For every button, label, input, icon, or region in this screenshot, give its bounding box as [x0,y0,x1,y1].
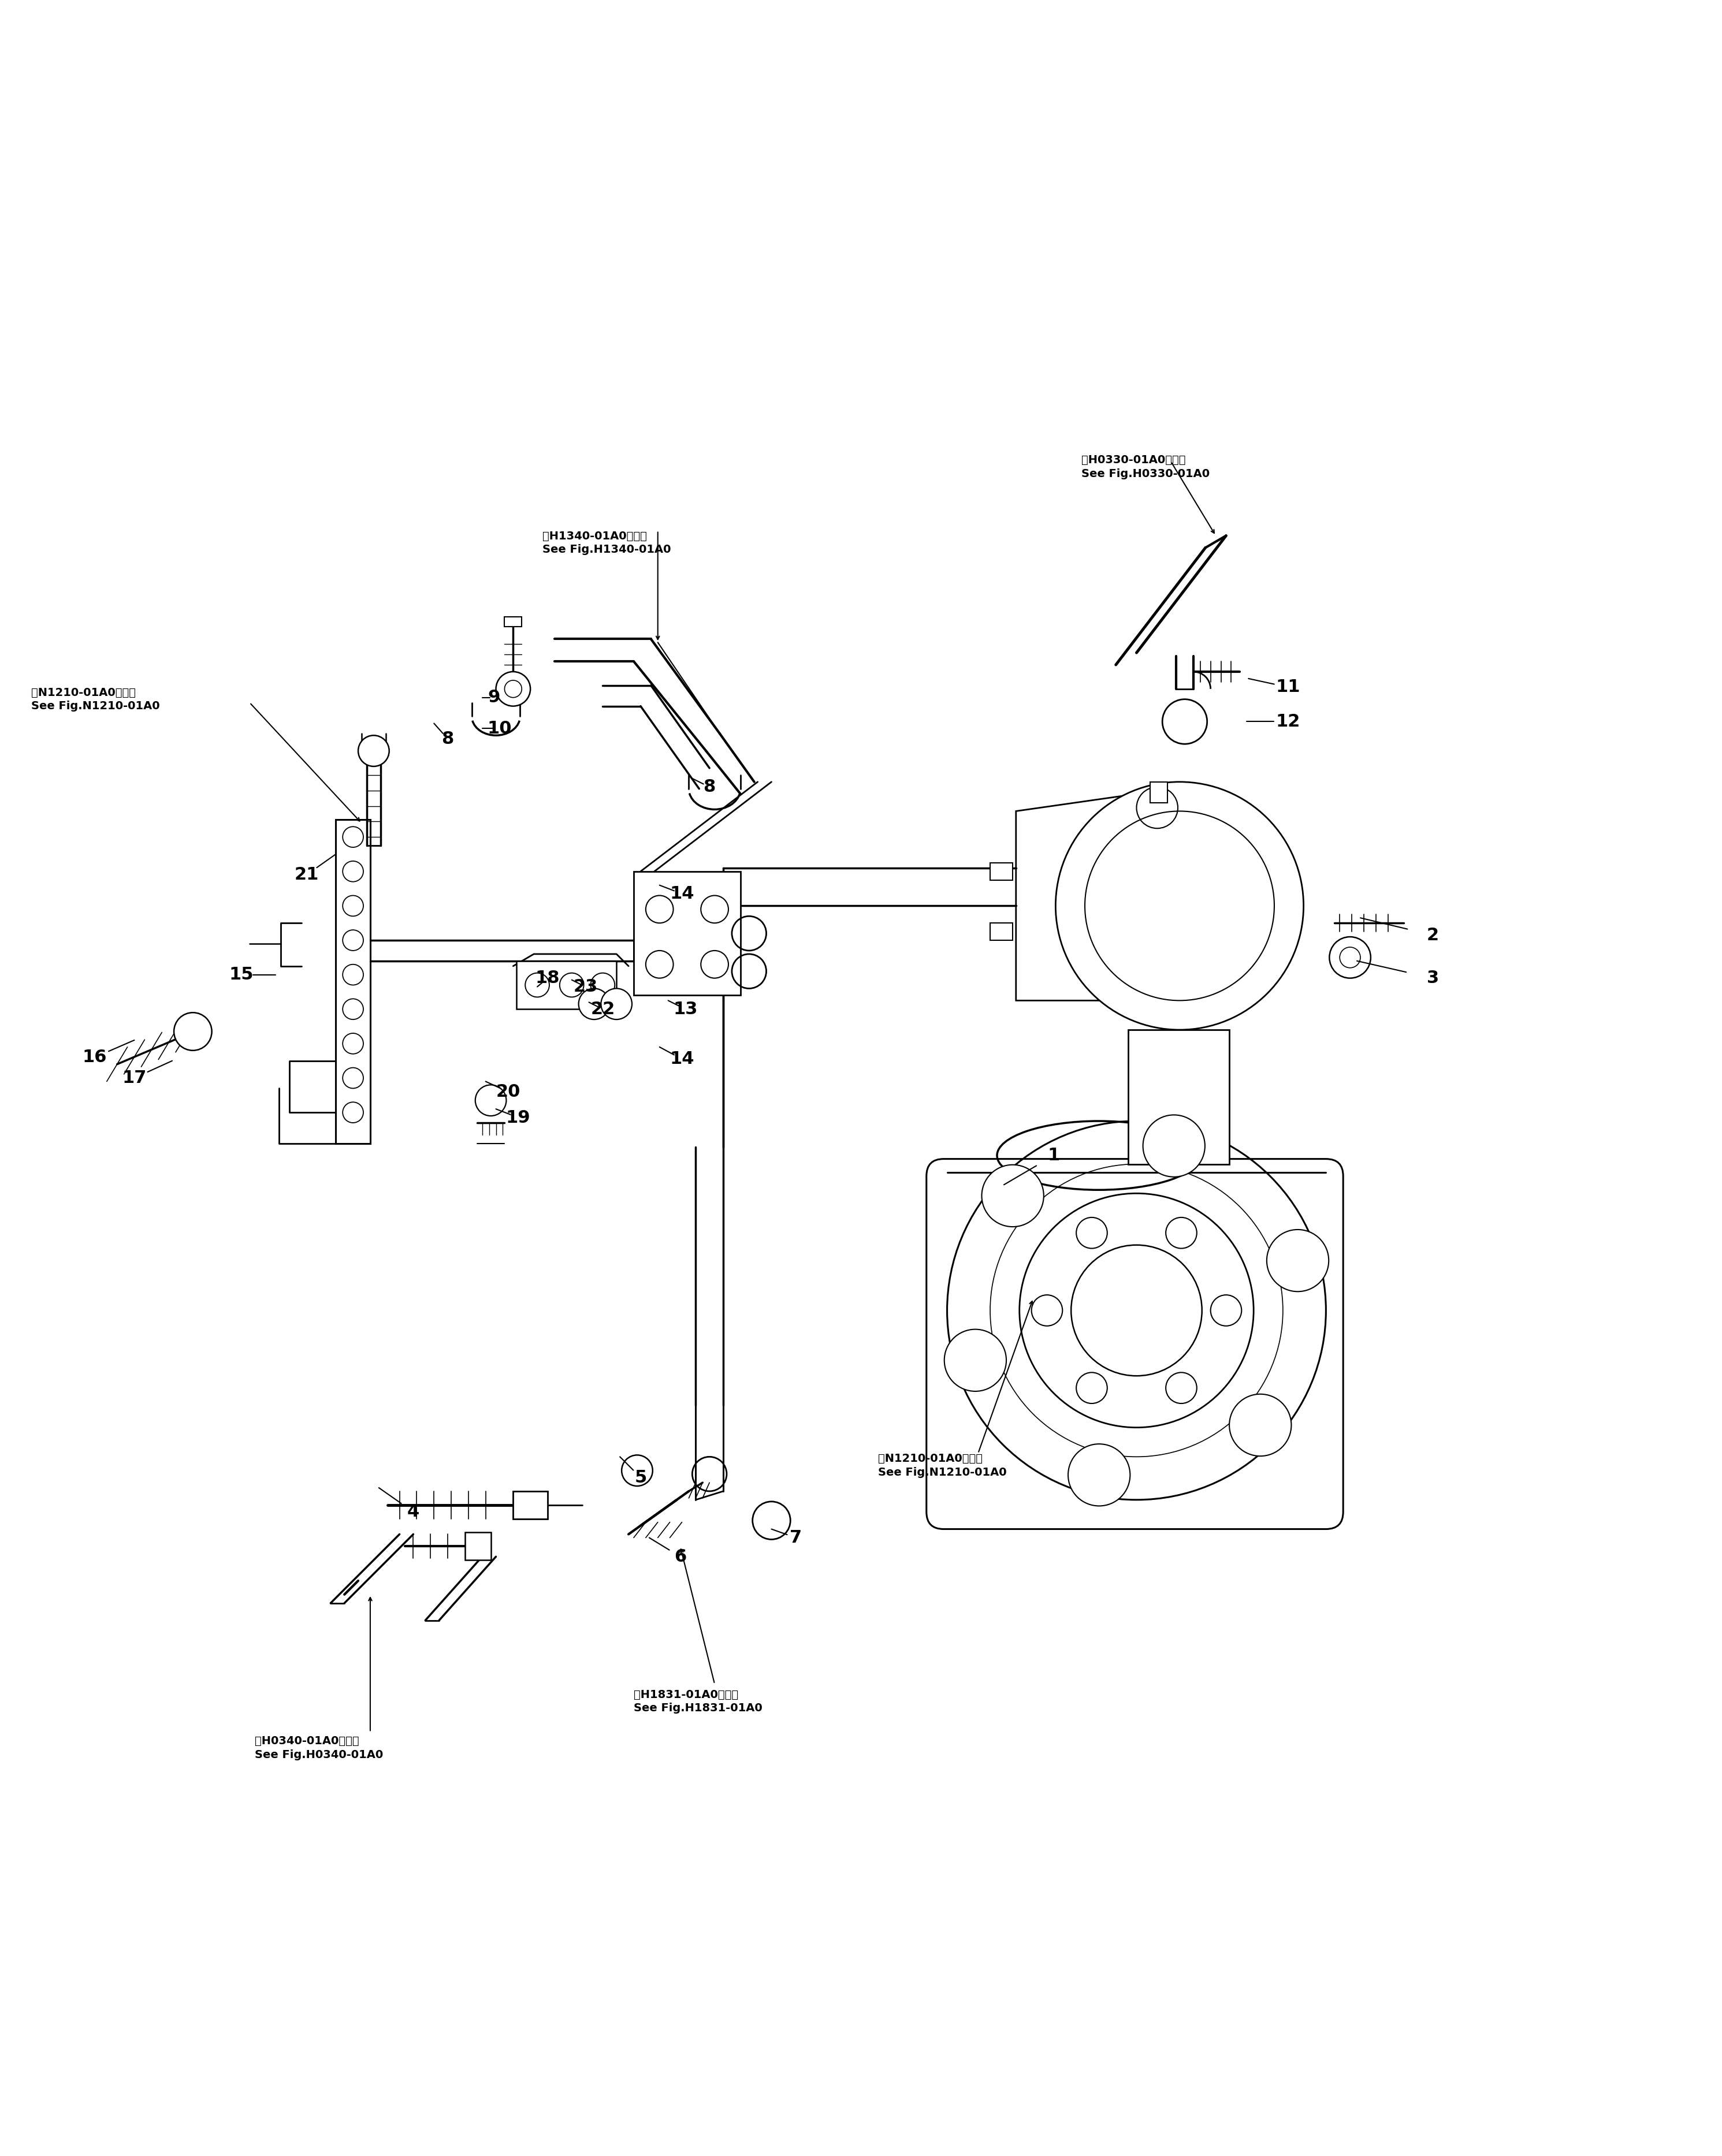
Text: 19: 19 [506,1108,530,1125]
Polygon shape [513,1492,548,1518]
Circle shape [1230,1395,1292,1455]
Text: 11: 11 [1276,679,1300,696]
Text: 第H0340-01A0图参照
See Fig.H0340-01A0: 第H0340-01A0图参照 See Fig.H0340-01A0 [255,1736,384,1759]
Text: 6: 6 [673,1548,687,1565]
Circle shape [1267,1229,1329,1291]
Polygon shape [505,617,522,627]
Text: 第N1210-01A0图参照
See Fig.N1210-01A0: 第N1210-01A0图参照 See Fig.N1210-01A0 [878,1453,1007,1477]
Polygon shape [1128,1031,1230,1164]
Text: 4: 4 [406,1503,420,1520]
Text: 10: 10 [487,720,511,737]
Text: 23: 23 [573,979,598,996]
Text: 5: 5 [634,1468,647,1485]
Polygon shape [465,1533,491,1561]
FancyBboxPatch shape [926,1160,1343,1529]
Text: 17: 17 [122,1069,146,1087]
Text: 14: 14 [670,1050,694,1067]
Text: 14: 14 [670,886,694,901]
Polygon shape [1150,783,1168,802]
Circle shape [475,1084,506,1117]
Polygon shape [990,923,1013,940]
Text: 8: 8 [703,778,716,796]
Circle shape [174,1013,212,1050]
Text: 9: 9 [487,690,501,705]
Text: 22: 22 [591,1000,615,1018]
Text: 2: 2 [1426,927,1440,944]
Text: 第H1340-01A0图参照
See Fig.H1340-01A0: 第H1340-01A0图参照 See Fig.H1340-01A0 [542,530,672,554]
Circle shape [1143,1115,1205,1177]
Circle shape [944,1330,1006,1391]
Text: 13: 13 [673,1000,697,1018]
Bar [517,962,616,1009]
Circle shape [579,987,610,1020]
Text: 第N1210-01A0图参照
See Fig.N1210-01A0: 第N1210-01A0图参照 See Fig.N1210-01A0 [31,688,160,711]
Polygon shape [1016,793,1145,1000]
Text: 7: 7 [789,1529,802,1546]
Circle shape [1068,1445,1130,1505]
Circle shape [496,673,530,707]
Circle shape [601,987,632,1020]
Text: 20: 20 [496,1084,520,1100]
Text: 21: 21 [294,867,319,884]
Text: 8: 8 [441,731,455,748]
Text: 第H0330-01A0图参照
See Fig.H0330-01A0: 第H0330-01A0图参照 See Fig.H0330-01A0 [1081,455,1211,479]
Circle shape [358,735,389,765]
Text: 16: 16 [83,1050,107,1065]
Circle shape [1056,783,1304,1031]
Text: 第H1831-01A0图参照
See Fig.H1831-01A0: 第H1831-01A0图参照 See Fig.H1831-01A0 [634,1688,763,1714]
Polygon shape [336,819,370,1143]
Circle shape [1329,938,1371,979]
Text: 3: 3 [1426,970,1440,987]
Text: 18: 18 [536,970,560,987]
Bar [634,871,740,996]
Text: 1: 1 [1047,1147,1061,1164]
Text: 12: 12 [1276,714,1300,731]
Text: 15: 15 [229,966,253,983]
Circle shape [982,1164,1044,1227]
Polygon shape [990,862,1013,880]
